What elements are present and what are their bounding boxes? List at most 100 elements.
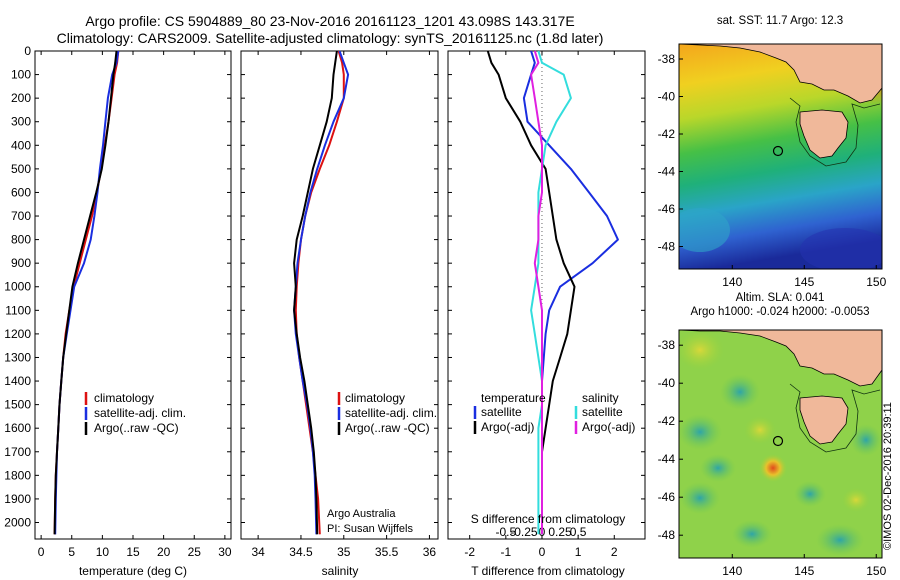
salinity-xtick-label: 34 [251,545,265,559]
depth-tick-label: 1400 [4,374,31,388]
difference-xtick-label: 2 [611,545,618,559]
legend-label-argo: Argo(..raw -QC) [94,421,179,435]
shelf-contour [789,383,881,453]
difference-legend: temperature salinity satellite Argo(-adj… [473,391,635,434]
depth-tick-label: 1100 [5,303,31,317]
title-line-2: Climatology: CARS2009. Satellite-adjuste… [57,30,604,46]
temperature-xtick-label: 0 [38,545,45,559]
s-difference-xlabel: S difference from climatology [471,512,626,526]
depth-tick-label: 900 [11,256,31,270]
legend-label-t-satellite: satellite [481,405,522,419]
sla-map-ytick-label: -48 [658,528,676,542]
salinity-series-climatology [294,50,345,535]
salinity-xlabel: salinity [322,564,359,578]
shelf-contour [789,97,881,167]
sla-map-ytick-label: -46 [658,490,676,504]
legend-title-salinity: salinity [582,391,619,405]
s-difference-tick-label: -0.5 [495,525,516,539]
depth-tick-label: 500 [11,162,31,176]
sst-map-ytick-label: -38 [658,52,676,66]
sst-blue-patch [800,228,882,269]
temperature-series-argo [53,50,118,535]
credit-label: Argo Australia [327,508,396,520]
imos-stamp: ©IMOS 02-Dec-2016 20:39:11 [882,402,894,550]
depth-tick-label: 1200 [4,327,31,341]
temperature-xlabel: temperature (deg C) [79,564,187,578]
legend-label-climatology: climatology [345,391,405,405]
temperature-xtick-label: 20 [157,545,171,559]
depth-tick-label: 1300 [4,350,31,364]
sst-map-xtick-label: 150 [866,275,886,289]
profile-lines-layer [53,50,619,535]
float-position-marker [772,435,784,447]
depth-tick-label: 1600 [4,421,31,435]
depth-tick-label: 2000 [4,515,31,529]
map-tick-layer: 140 145 150 -38 -40 -42 -44 -46 -48 140 145 150 -38 -… [658,52,887,578]
sla-map-xtick-label: 150 [866,564,886,578]
salinity-legend: climatology satellite-adj. clim. Argo(..… [337,391,437,435]
legend-label-climatology: climatology [94,391,154,405]
difference-series-sat_salinity [530,50,572,535]
t-difference-xlabel: T difference from climatology [471,564,625,578]
legend-title-temperature: temperature [481,391,546,405]
sst-map-ytick-label: -44 [658,165,676,179]
sla-anomaly-12 [850,424,882,456]
sla-map-frame [678,329,883,559]
salinity-xtick-label: 35.5 [375,545,399,559]
difference-series-argo [486,50,576,535]
temperature-xtick-label: 5 [68,545,75,559]
difference-panel-frame [447,50,646,540]
difference-xtick-label: 0 [539,545,546,559]
salinity-xtick-label: 35 [337,545,351,559]
sst-map-ytick-label: -42 [658,127,676,141]
sla-map-title-1: Altim. SLA: 0.041 [736,292,825,304]
depth-tick-label: 200 [11,91,31,105]
legend-label-t-argo: Argo(-adj) [481,420,534,434]
sst-map-frame [678,43,883,270]
depth-tick-label: 800 [11,233,31,247]
sst-map [679,44,882,269]
sla-anomaly-3 [679,414,722,450]
difference-series-argo_salinity [530,50,543,535]
difference-xtick-label: -2 [464,545,475,559]
title-line-1: Argo profile: CS 5904889_80 23-Nov-2016 … [85,13,574,29]
depth-tick-label: 300 [11,115,31,129]
temperature-xtick-label: 25 [188,545,202,559]
sst-map-ytick-label: -46 [658,202,676,216]
sla-anomaly-9 [732,520,772,548]
salinity-xtick-label: 36 [423,545,437,559]
depth-tick-label: 1000 [4,280,31,294]
mainland-australia [679,44,882,104]
depth-tick-label: 400 [11,138,31,152]
sla-map-title-2: Argo h1000: -0.024 h2000: -0.0053 [690,306,869,318]
legend-label-satellite: satellite-adj. clim. [345,406,437,420]
sla-map-ytick-label: -44 [658,452,676,466]
legend-label-satellite: satellite-adj. clim. [94,406,186,420]
salinity-series-argo [293,50,338,535]
sla-map-ytick-label: -42 [658,414,676,428]
s-difference-tick-label: 0.25 [548,525,572,539]
temperature-xtick-label: 10 [96,545,110,559]
salinity-xtick-label: 34.5 [289,545,313,559]
sla-anomaly-10 [816,524,864,556]
sst-map-xtick-label: 140 [722,275,742,289]
depth-tick-label: 0 [24,44,31,58]
sla-map [679,330,882,558]
sst-map-title: sat. SST: 11.7 Argo: 12.3 [717,15,843,27]
sla-map-xtick-label: 145 [794,564,814,578]
temperature-xtick-label: 30 [218,545,232,559]
legend-label-s-satellite: satellite [582,405,623,419]
temperature-xtick-label: 15 [126,545,140,559]
depth-tick-label: 700 [11,209,31,223]
difference-xtick-label: 1 [575,545,582,559]
s-difference-tick-label: 0.5 [570,525,587,539]
sla-anomaly-1 [679,330,724,370]
depth-tick-label: 100 [11,68,31,82]
sla-anomaly-11 [842,488,870,512]
float-position-marker [772,145,784,157]
depth-tick-label: 1700 [4,445,31,459]
sst-map-xtick-label: 145 [794,275,814,289]
temperature-legend: climatology satellite-adj. clim. Argo(..… [84,391,186,435]
mainland-australia [679,330,882,387]
sla-anomaly-6 [700,454,736,482]
